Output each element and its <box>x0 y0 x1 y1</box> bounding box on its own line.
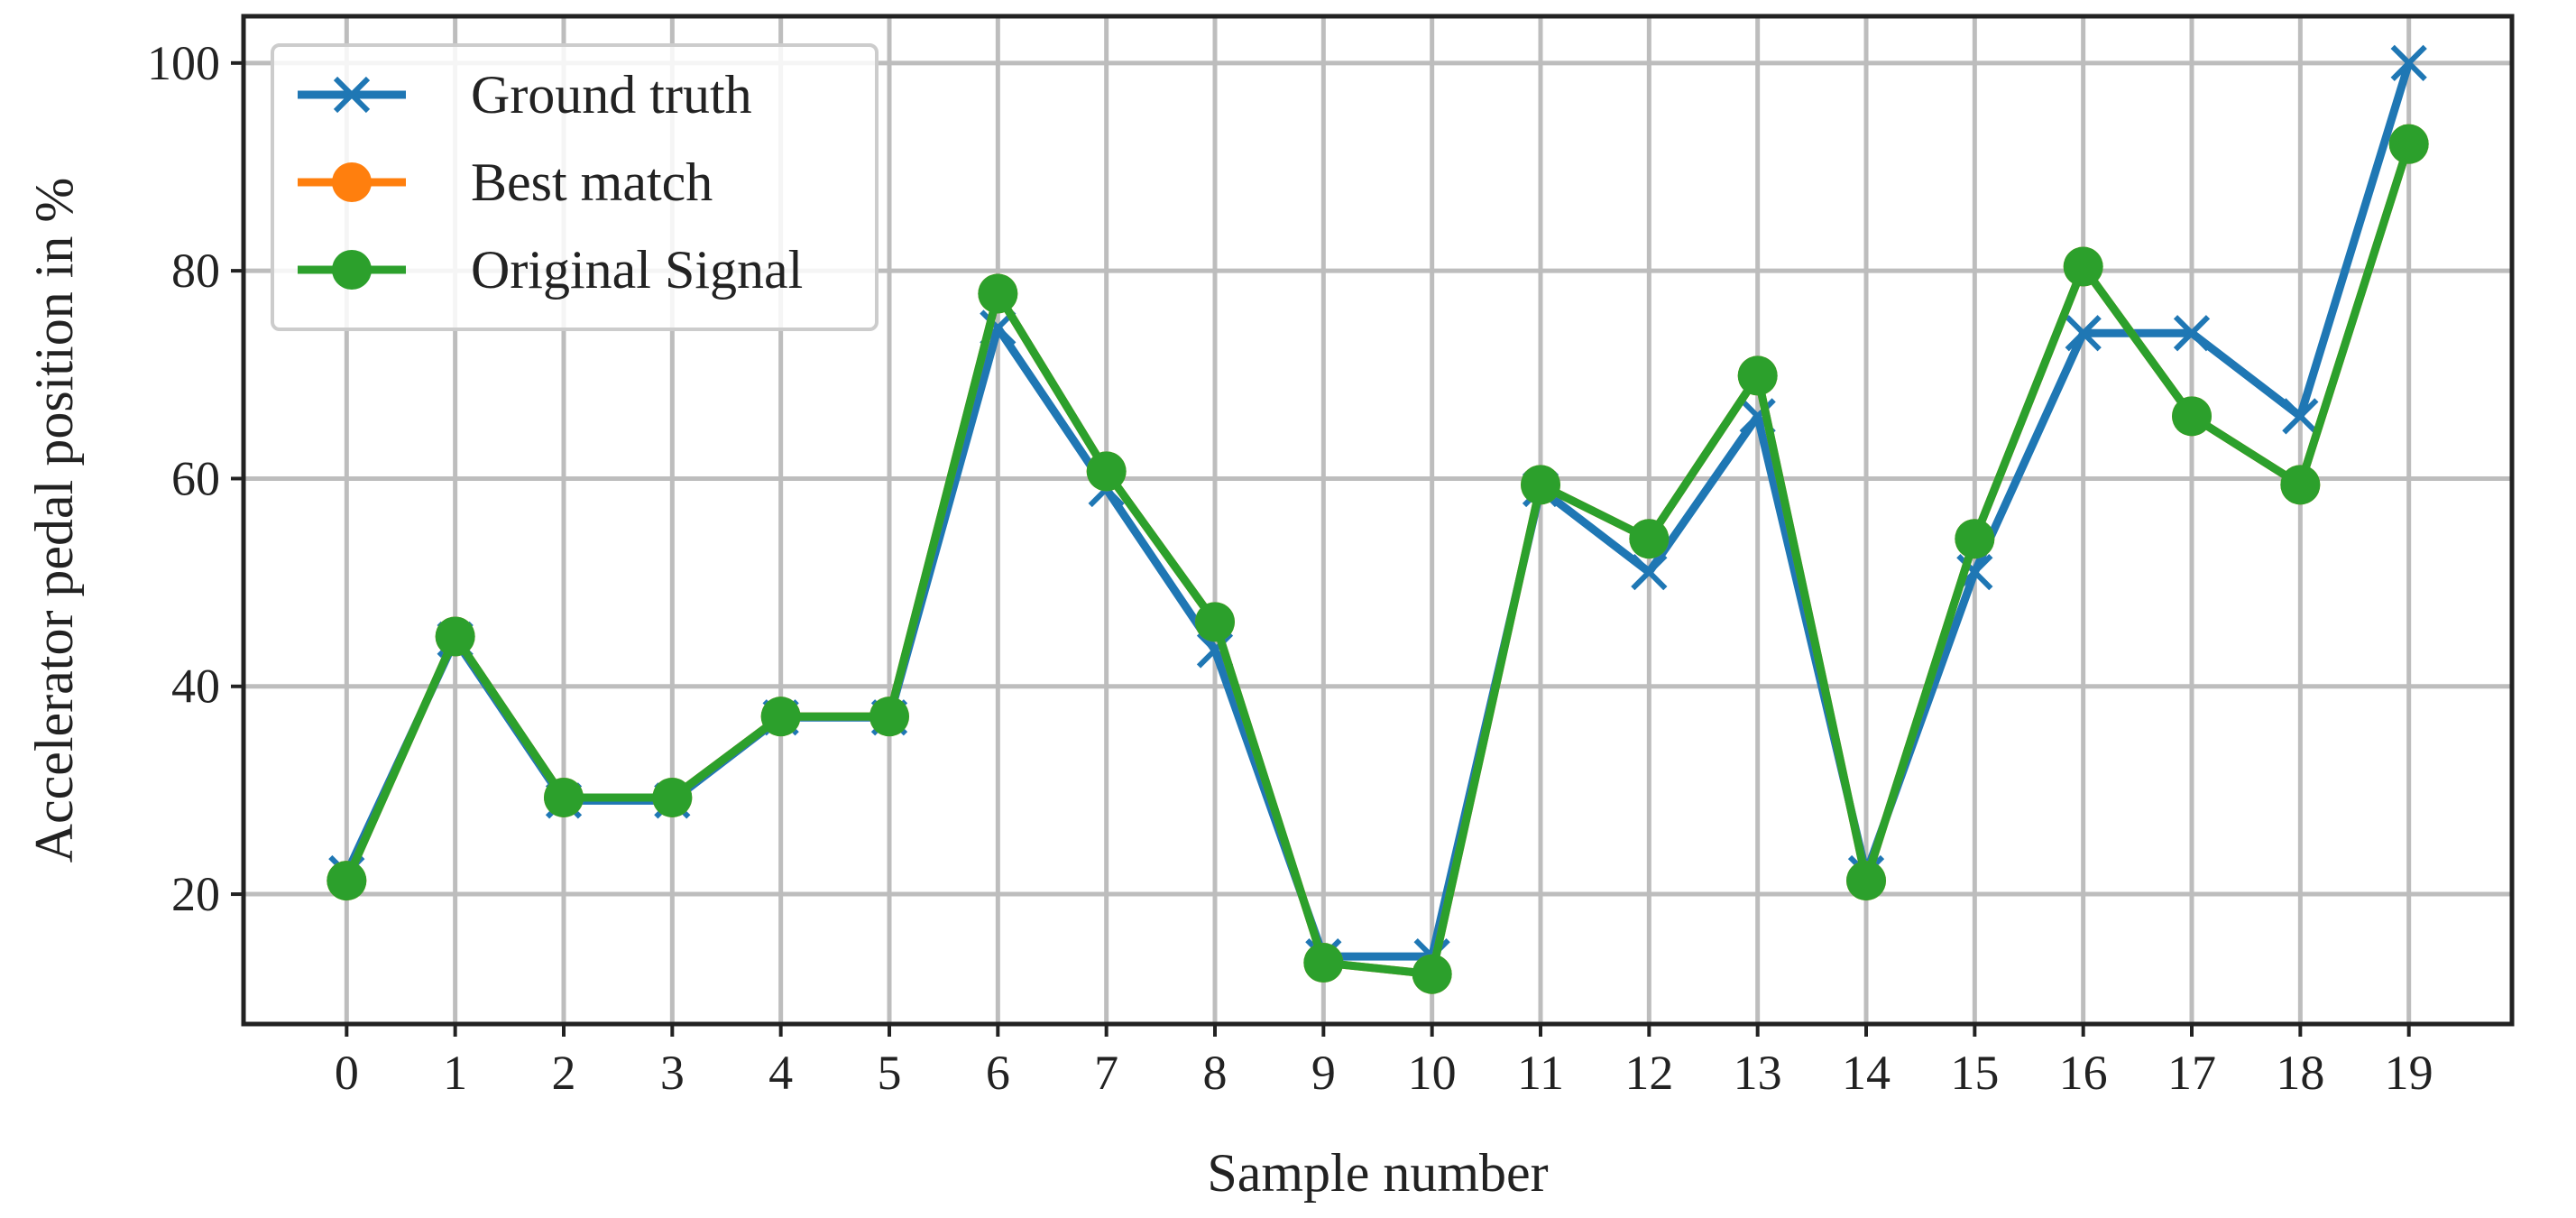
data-point-marker <box>1194 602 1235 642</box>
legend-marker <box>333 76 371 114</box>
data-point-marker <box>2065 315 2102 352</box>
data-point-marker <box>327 861 367 901</box>
x-tick-label: 9 <box>1311 1046 1336 1100</box>
data-point-marker <box>2063 246 2103 287</box>
legend-item: Best match <box>298 152 713 212</box>
x-tick-label: 10 <box>1408 1046 1457 1100</box>
x-tick-label: 6 <box>986 1046 1010 1100</box>
legend-item: Original Signal <box>298 240 803 300</box>
legend-marker <box>332 162 372 202</box>
legend-item: Ground truth <box>298 65 752 125</box>
data-point-marker <box>2172 396 2213 437</box>
x-axis-label: Sample number <box>1207 1143 1548 1203</box>
legend-label: Original Signal <box>471 240 803 300</box>
data-point-marker <box>1739 398 1776 435</box>
data-point-marker <box>1412 954 1452 994</box>
series-original-signal <box>327 124 2429 994</box>
data-point-marker <box>652 777 693 817</box>
data-point-marker <box>543 777 584 817</box>
legend-box <box>271 43 879 331</box>
y-tick-label: 80 <box>171 244 220 298</box>
plot-frame <box>241 14 2515 1027</box>
x-tick-label: 19 <box>2385 1046 2433 1100</box>
data-point-marker <box>1303 943 1344 983</box>
data-point-marker <box>1737 355 1778 396</box>
data-point-marker <box>1846 861 1887 901</box>
data-point-marker <box>2280 465 2321 505</box>
y-tick-label: 100 <box>147 36 220 90</box>
x-tick-label: 8 <box>1202 1046 1227 1100</box>
x-tick-label: 3 <box>660 1046 685 1100</box>
legend-label: Best match <box>471 152 713 212</box>
y-axis-label: Accelerator pedal position in % <box>24 178 84 863</box>
data-point-marker <box>435 616 475 657</box>
x-tick-label: 15 <box>1950 1046 1999 1100</box>
data-point-marker <box>2388 124 2429 164</box>
data-point-marker <box>1196 632 1234 669</box>
x-tick-label: 13 <box>1734 1046 1782 1100</box>
x-tick-label: 4 <box>768 1046 793 1100</box>
legend-label: Ground truth <box>471 65 752 125</box>
data-point-marker <box>1955 519 1995 559</box>
y-tick-label: 60 <box>171 451 220 505</box>
x-tick-label: 12 <box>1624 1046 1673 1100</box>
x-tick-label: 7 <box>1094 1046 1118 1100</box>
data-point-marker <box>2282 398 2319 435</box>
x-tick-label: 0 <box>335 1046 359 1100</box>
data-point-marker <box>1521 465 1561 505</box>
x-tick-label: 16 <box>2059 1046 2108 1100</box>
data-point-marker <box>2173 315 2211 352</box>
data-point-marker <box>1086 451 1127 492</box>
y-tick-label: 20 <box>171 867 220 921</box>
legend-marker <box>332 250 372 290</box>
x-tick-label: 11 <box>1517 1046 1564 1100</box>
x-tick-label: 14 <box>1842 1046 1891 1100</box>
data-point-marker <box>869 697 909 737</box>
x-tick-label: 18 <box>2276 1046 2324 1100</box>
series-layer <box>327 44 2429 994</box>
data-point-marker <box>1631 553 1668 591</box>
data-point-marker <box>1629 519 1670 559</box>
x-tick-label: 17 <box>2167 1046 2216 1100</box>
data-point-marker <box>760 697 801 737</box>
data-point-marker <box>978 273 1018 314</box>
data-point-marker <box>2390 44 2427 81</box>
ticks: 0 1 2 3 4 5 6 7 8 9 10 11 12 13 14 15 16 17 18 192040608010… <box>147 36 2433 1100</box>
x-tick-label: 1 <box>443 1046 467 1100</box>
series-line <box>343 143 2413 979</box>
y-tick-label: 40 <box>171 660 220 714</box>
x-tick-label: 5 <box>877 1046 901 1100</box>
legend: Ground truth Best match Original Signal <box>271 43 879 331</box>
x-tick-label: 2 <box>551 1046 575 1100</box>
